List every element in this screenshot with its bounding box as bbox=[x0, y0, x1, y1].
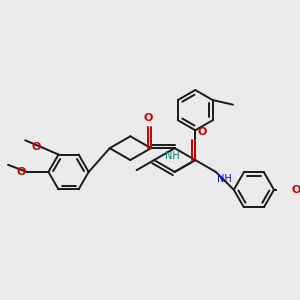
Text: O: O bbox=[292, 185, 300, 195]
Text: O: O bbox=[17, 167, 26, 177]
Text: O: O bbox=[32, 142, 41, 152]
Text: O: O bbox=[197, 127, 206, 137]
Text: NH: NH bbox=[217, 174, 232, 184]
Text: O: O bbox=[143, 113, 153, 123]
Text: NH: NH bbox=[166, 151, 180, 161]
